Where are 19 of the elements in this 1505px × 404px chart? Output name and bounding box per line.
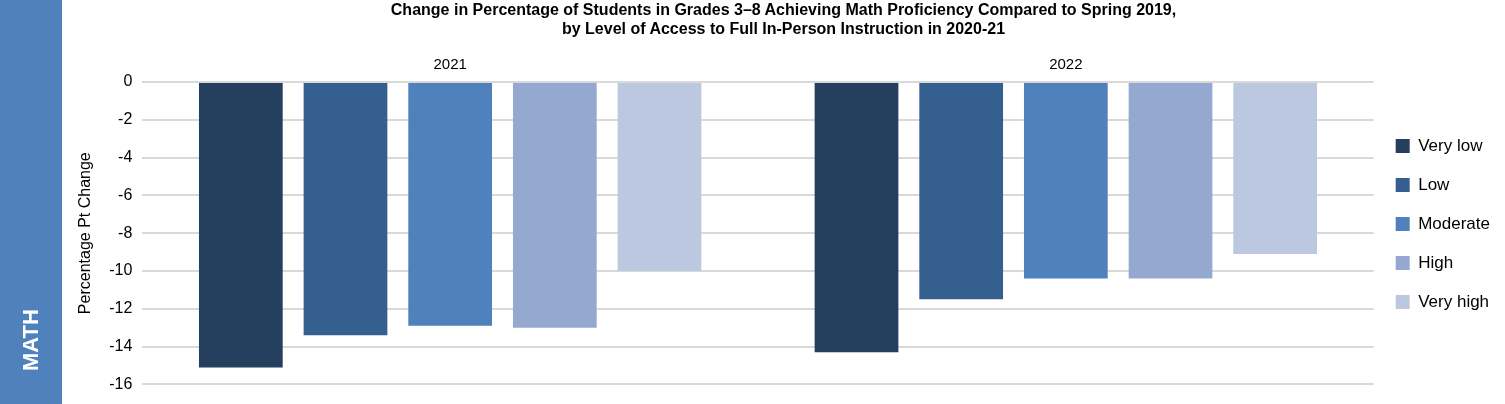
y-tick-label: -8 <box>118 223 133 241</box>
legend-label: High <box>1418 252 1454 272</box>
legend-label: Low <box>1418 174 1451 194</box>
y-tick-label: -16 <box>109 374 133 392</box>
y-tick-label: 0 <box>123 72 133 90</box>
y-tick-label: -10 <box>109 261 133 279</box>
y-tick-label: -6 <box>118 185 133 203</box>
y-tick-label: -4 <box>118 148 133 166</box>
y-tick-label: -2 <box>118 110 133 128</box>
legend-label: Very low <box>1418 135 1484 155</box>
x-tick-label: 2022 <box>1049 55 1083 73</box>
y-tick-label: -14 <box>109 337 133 355</box>
text: MATH <box>18 309 44 371</box>
y-tick-label: -12 <box>109 299 133 317</box>
x-tick-label: 2021 <box>433 55 467 73</box>
chart-title: Change in Percentage of Students in Grades 3–8 Achieving Math Proficiency Compared to Spring 2019, by Level of Access to Full In-Person Instruction in 2020-21 <box>389 0 1178 38</box>
legend-label: Moderate <box>1418 213 1491 233</box>
legend-label: Very high <box>1418 291 1490 311</box>
y-axis-title: Percentage Pt Change <box>76 152 94 315</box>
